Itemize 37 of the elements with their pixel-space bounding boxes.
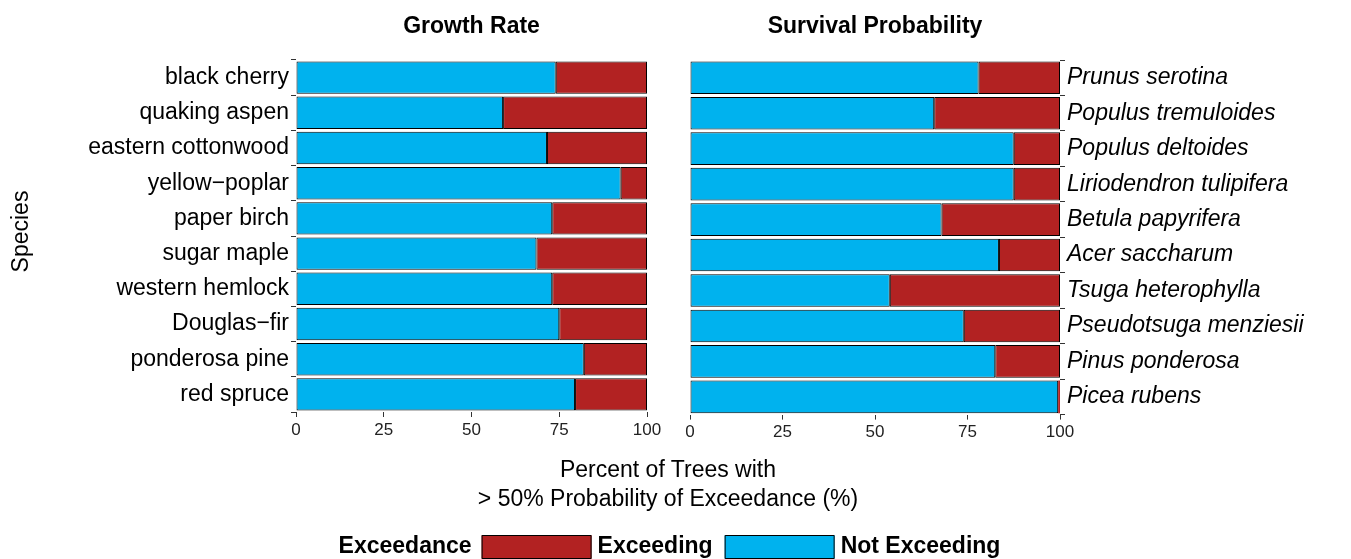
y-tick-label: eastern cottonwood <box>88 133 289 160</box>
x-tick-label: 0 <box>685 422 695 442</box>
y-tick-label: yellow−poplar <box>147 168 290 195</box>
chart-title: Growth Rate <box>403 12 540 39</box>
x-tick-label: 25 <box>773 422 792 442</box>
x-tick-label: 75 <box>549 419 569 439</box>
y-tick-label: Pseudotsuga menziesii <box>1067 311 1305 338</box>
y-tick-label: black cherry <box>165 62 290 89</box>
x-tick-label: 50 <box>865 422 885 442</box>
x-tick-label: 0 <box>291 419 301 439</box>
y-tick-label: Pinus ponderosa <box>1067 346 1240 373</box>
legend-title: Exceedance <box>338 532 472 559</box>
legend-label: Exceeding <box>597 532 713 559</box>
y-axis-title: Species <box>6 189 34 275</box>
y-tick-label: Picea rubens <box>1067 382 1202 409</box>
legend-label: Not Exceeding <box>840 532 1001 559</box>
x-tick-label: 25 <box>374 419 394 439</box>
y-tick-label: paper birch <box>173 203 289 230</box>
x-tick-label: 100 <box>632 419 662 439</box>
y-tick-label: Populus tremuloides <box>1067 98 1276 125</box>
y-tick-label: Douglas−fir <box>172 309 290 336</box>
y-tick-label: quaking aspen <box>139 98 289 125</box>
y-tick-label: sugar maple <box>162 238 289 265</box>
x-tick-label: 100 <box>1045 422 1075 442</box>
x-tick-label: 50 <box>462 419 481 439</box>
y-tick-label: Tsuga heterophylla <box>1067 275 1261 302</box>
y-tick-label: Betula papyrifera <box>1067 204 1241 231</box>
y-tick-label: western hemlock <box>115 274 290 301</box>
y-tick-label: ponderosa pine <box>130 344 289 371</box>
y-tick-label: Liriodendron tulipifera <box>1067 169 1289 196</box>
y-tick-label: Prunus serotina <box>1067 63 1229 90</box>
x-tick-label: 75 <box>958 422 977 442</box>
x-axis-title: Percent of Trees with > 50% Probability of Exceedance (%) <box>476 455 860 513</box>
y-tick-label: Acer saccharum <box>1065 240 1234 267</box>
y-tick-label: Populus deltoides <box>1067 134 1250 161</box>
y-tick-label: red spruce <box>180 379 289 406</box>
chart-title: Survival Probability <box>767 12 983 39</box>
